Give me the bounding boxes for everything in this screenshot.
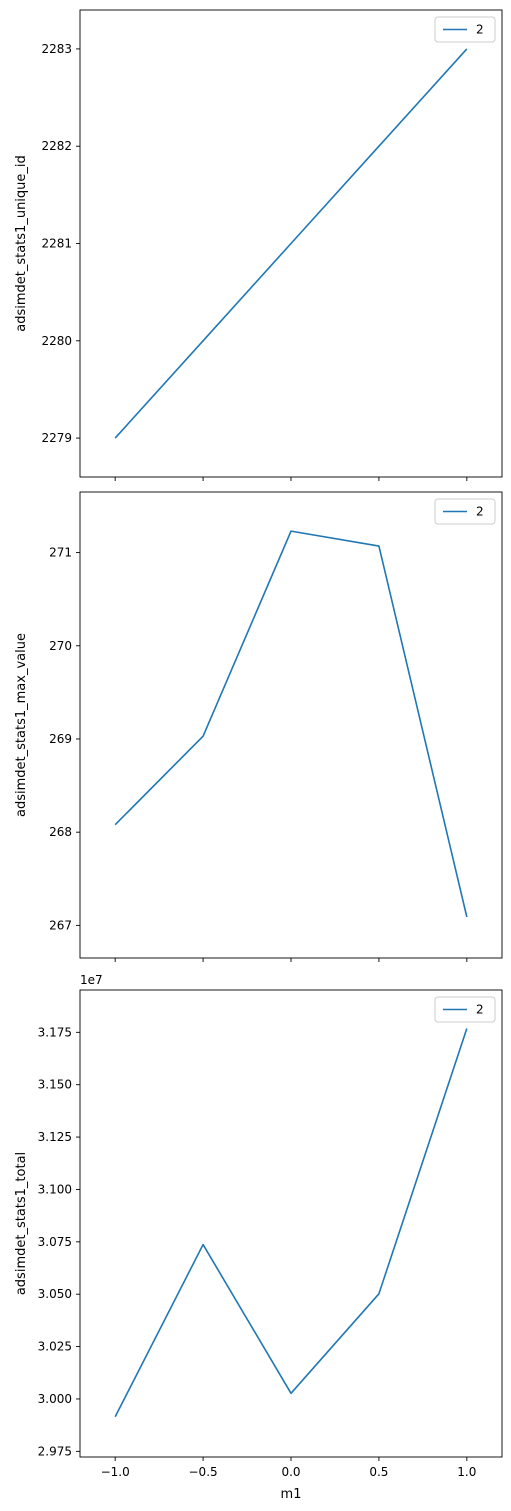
y-tick-label: 3.175 — [38, 1025, 72, 1039]
y-tick-label: 2280 — [41, 334, 72, 348]
y-axis-label: adsimdet_stats1_max_value — [14, 633, 29, 817]
y-tick-label: 2283 — [41, 42, 72, 56]
chart-panel-3: 2.975 3.000 3.025 3.050 3.075 3.100 3.125 3.150… — [14, 973, 503, 1502]
series-line-1 — [114, 530, 468, 918]
series-line-1 — [114, 1028, 468, 1418]
chart-panel-1: 2279 2280 2281 2282 2283 adsimdet_stats1_uniq… — [14, 9, 503, 481]
legend: 2 — [434, 16, 496, 43]
y-tick-label: 267 — [49, 918, 72, 932]
y-tick-label: 3.125 — [38, 1130, 72, 1144]
x-tick-label: −1.0 — [101, 1465, 130, 1479]
legend: 2 — [434, 498, 496, 525]
y-axis-label: adsimdet_stats1_total — [14, 1152, 29, 1295]
y-tick-label: 3.000 — [38, 1392, 72, 1406]
y-axis-label: adsimdet_stats1_unique_id — [14, 155, 29, 332]
y-tick-label: 2279 — [41, 431, 72, 445]
y-tick-label: 270 — [49, 639, 72, 653]
plot-frame — [79, 989, 503, 1458]
legend-label: 2 — [476, 1003, 484, 1017]
y-tick-label: 2.975 — [38, 1444, 72, 1458]
x-tick-label: −0.5 — [189, 1465, 218, 1479]
chart-panel-2: 267 268 269 270 271 adsimdet_stats1_max_value… — [14, 491, 503, 962]
series-line-1 — [114, 48, 468, 439]
y-tick-label: 3.100 — [38, 1182, 72, 1196]
y-tick-label: 3.075 — [38, 1235, 72, 1249]
x-axis-label: m1 — [281, 1487, 302, 1502]
y-tick-label: 3.050 — [38, 1287, 72, 1301]
legend: 2 — [434, 996, 496, 1023]
legend-label: 2 — [476, 23, 484, 37]
y-tick-label: 3.025 — [38, 1340, 72, 1354]
y-tick-label: 2281 — [41, 237, 72, 251]
y-offset-label: 1e7 — [80, 973, 103, 987]
y-tick-label: 271 — [49, 546, 72, 560]
y-tick-label: 2282 — [41, 139, 72, 153]
y-tick-label: 3.150 — [38, 1078, 72, 1092]
x-tick-label: 1.0 — [457, 1465, 476, 1479]
x-tick-label: 0.5 — [369, 1465, 388, 1479]
legend-label: 2 — [476, 505, 484, 519]
y-tick-label: 268 — [49, 825, 72, 839]
x-tick-label: 0.0 — [281, 1465, 300, 1479]
plot-frame — [79, 491, 503, 959]
y-tick-label: 269 — [49, 732, 72, 746]
